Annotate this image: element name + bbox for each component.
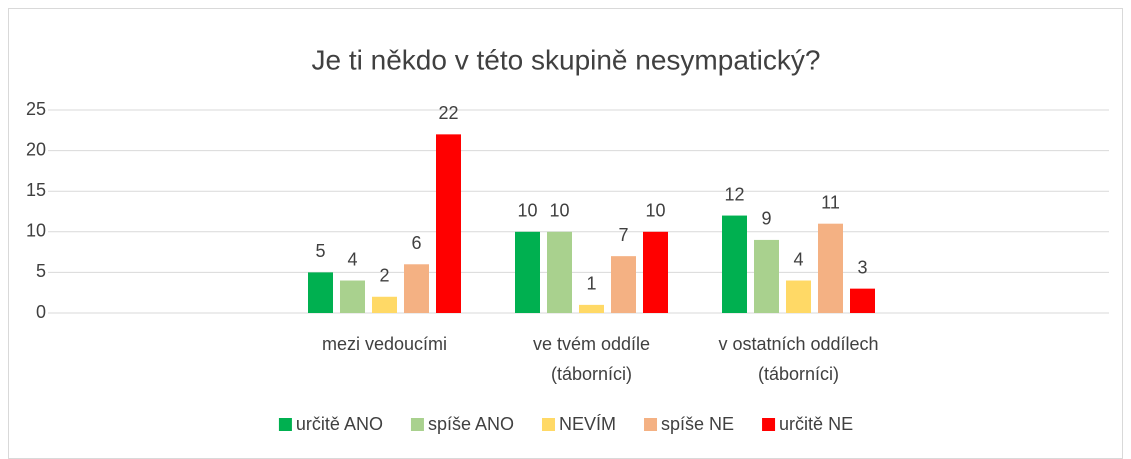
bar — [404, 264, 429, 313]
data-label: 5 — [315, 241, 325, 261]
bar — [643, 231, 668, 313]
bar — [754, 239, 779, 313]
legend-swatch — [278, 418, 292, 431]
y-tick-label: 20 — [26, 139, 46, 159]
data-label: 10 — [517, 201, 537, 221]
data-label: 4 — [347, 249, 357, 269]
y-tick-label: 10 — [26, 221, 46, 241]
legend-label: určitě ANO — [296, 414, 383, 434]
bar — [547, 231, 572, 313]
y-tick-label: 0 — [36, 302, 46, 322]
x-tick-label-line: (táborníci) — [551, 364, 632, 384]
data-label: 9 — [761, 209, 771, 229]
legend-swatch — [762, 418, 776, 431]
x-tick-label: v ostatních oddílech (táborníci) — [718, 334, 878, 384]
y-tick-label: 15 — [26, 180, 46, 200]
legend-label: spíše NE — [661, 414, 734, 434]
legend-swatch — [410, 418, 424, 431]
bar — [372, 296, 397, 313]
y-tick-label: 25 — [26, 99, 46, 119]
legend-label: určitě NE — [779, 414, 853, 434]
data-label: 11 — [821, 192, 840, 212]
data-label: 1 — [586, 274, 596, 294]
bar — [436, 134, 461, 313]
data-label: 6 — [411, 233, 421, 253]
bar — [308, 272, 333, 313]
data-label: 4 — [793, 249, 803, 269]
x-tick-label: mezi vedoucími — [322, 334, 447, 354]
x-tick-label: ve tvém oddíle (táborníci) — [533, 334, 650, 384]
bar — [515, 231, 540, 313]
data-label: 10 — [549, 201, 569, 221]
legend-label: spíše ANO — [428, 414, 514, 434]
data-label: 3 — [857, 257, 867, 277]
data-label: 2 — [379, 266, 389, 286]
legend-swatch — [542, 418, 555, 431]
y-tick-label: 5 — [36, 261, 46, 281]
bar — [850, 288, 875, 313]
legend-label: NEVÍM — [559, 414, 616, 434]
bar — [579, 304, 604, 313]
bar — [786, 280, 811, 313]
bar — [611, 256, 636, 313]
data-label: 12 — [724, 184, 744, 204]
data-label: 7 — [618, 225, 628, 245]
legend: určitě ANO spíše ANO NEVÍM spíše NE určitě N… — [278, 414, 853, 434]
bar — [340, 280, 365, 313]
data-label: 22 — [438, 103, 458, 123]
legend-swatch — [644, 418, 658, 431]
x-tick-label-line: v ostatních oddílech — [718, 334, 878, 354]
x-tick-label-line: ve tvém oddíle — [533, 334, 650, 354]
chart-title: Je ti někdo v této skupině nesympatický? — [312, 44, 821, 75]
x-tick-label-line: mezi vedoucími — [322, 334, 447, 354]
bar — [722, 215, 747, 313]
bar — [818, 223, 843, 313]
x-tick-label-line: (táborníci) — [758, 364, 839, 384]
data-label: 10 — [645, 201, 665, 221]
